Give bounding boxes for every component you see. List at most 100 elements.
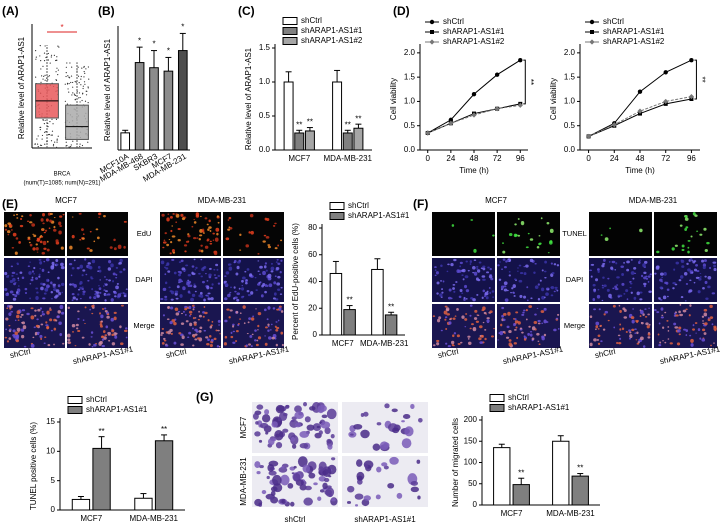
cell [461,268,466,273]
cell [79,238,82,241]
cell [519,271,524,275]
cell [59,225,63,227]
cell [619,323,622,326]
cell [692,260,696,264]
cell [79,264,84,269]
cell [12,277,16,282]
cell [463,296,466,300]
cell [164,298,168,301]
cell [259,422,269,429]
bar [163,70,174,151]
cell [32,336,35,339]
cell [224,335,228,339]
jitter-dot [43,123,45,125]
cell [29,221,33,224]
cell [501,314,504,318]
cell [630,316,635,320]
micrograph [589,212,652,256]
cell [634,328,637,331]
cell [597,328,600,330]
cell [523,335,526,338]
cell [223,280,227,283]
significance: ** [697,76,706,82]
cell [193,221,197,224]
cell [163,339,167,342]
cell [182,286,186,291]
cell [19,271,23,274]
cell [38,273,41,276]
cell [187,279,189,282]
significance: ** [355,114,361,123]
cell [196,237,199,239]
cell [646,325,650,329]
cell [274,325,277,328]
cell [654,308,657,312]
cell [267,244,271,247]
cell [647,280,650,283]
cell [528,325,531,328]
cell [678,326,682,330]
cell [232,330,236,333]
cell [513,328,517,331]
cell [125,336,128,339]
cell [508,271,511,273]
cell [187,274,192,277]
cell [436,318,441,323]
cell [255,421,259,425]
cell [330,433,335,439]
cell [597,270,600,274]
cell [527,332,530,336]
y-tick-label: 40 [308,277,317,286]
cell [40,323,44,326]
legend-marker [429,39,435,45]
jitter-dot [47,76,49,78]
cell [51,261,55,266]
micrograph [589,258,652,302]
cell [29,283,32,285]
cell [695,332,697,334]
micrograph [160,212,221,256]
row-label: MDA-MB-231 [239,457,248,506]
jitter-dot [85,94,88,96]
cell [123,294,127,298]
cell [513,295,516,297]
cell [75,298,79,301]
cell [50,281,53,285]
cell [526,299,529,302]
cell [113,316,117,321]
cell [267,306,271,310]
cell [544,260,547,264]
cell [252,315,255,318]
cell [489,310,493,314]
cell [104,307,107,310]
legend-label: shARAP1-AS1#1 [508,403,570,412]
cell [316,425,321,429]
cell [698,277,702,281]
cell [684,227,688,232]
cell [172,251,176,254]
jitter-dot [48,133,51,136]
cell [258,281,261,284]
cell [685,283,689,285]
bar [342,132,353,151]
cell [79,297,82,300]
cell [248,231,251,234]
cell [642,263,646,268]
cell [469,314,472,317]
cell [200,244,203,247]
cell [213,274,217,276]
cell [264,290,267,294]
jitter-dot [84,100,87,102]
cell [619,309,622,313]
cell [250,291,254,295]
jitter-dot [78,82,80,84]
cell [508,342,512,347]
cell [472,298,476,302]
cell [206,343,210,346]
y-tick-label: 15 [46,417,55,426]
x-tick-label: MDA-MB-231 [324,154,373,163]
cell [164,295,168,298]
cell [255,289,258,292]
cell [475,277,479,281]
cell [49,212,53,216]
